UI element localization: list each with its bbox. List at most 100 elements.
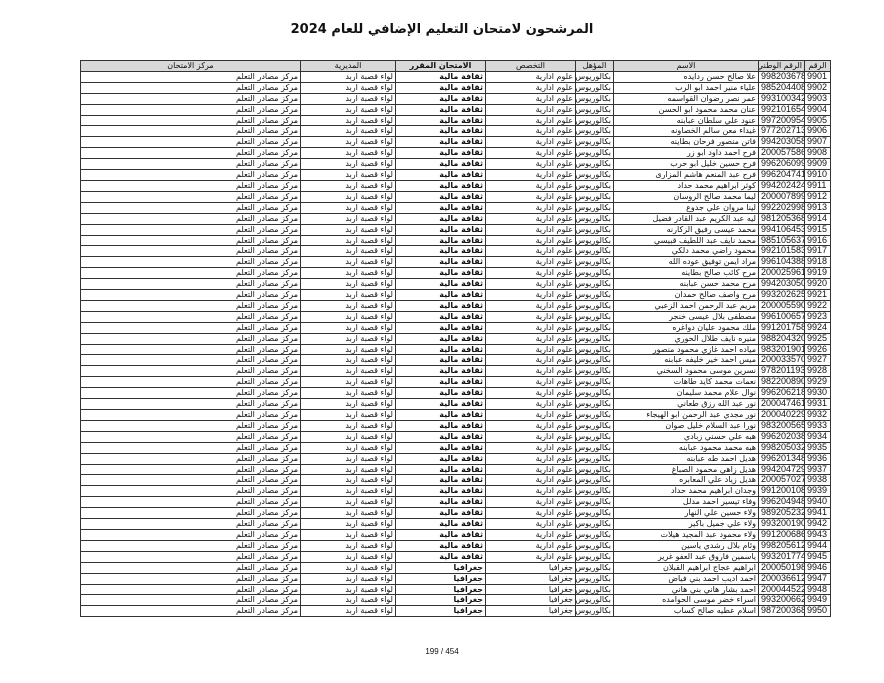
cell-num: 9932 — [804, 409, 831, 421]
cell-specialization: علوم ادارية — [485, 256, 576, 269]
cell-exam: ثقافة مالية — [395, 169, 486, 181]
cell-directorate: لواء قصبة اربد — [300, 528, 396, 541]
cell-national-id: 9832019017 — [758, 343, 805, 356]
header-center: مركز الامتحان — [80, 60, 301, 72]
cell-exam: ثقافة مالية — [395, 409, 486, 421]
cell-name: مياده احمد غازي محمود منصور — [613, 343, 759, 356]
cell-national-id: 9822008908 — [758, 376, 805, 389]
cell-exam: ثقافة مالية — [395, 332, 486, 345]
cell-specialization: علوم ادارية — [485, 550, 576, 563]
header-num: الرقم — [804, 60, 831, 72]
cell-name: اسراء خضر موسى الحوامده — [613, 594, 759, 607]
cell-national-id: 9942030505 — [758, 278, 805, 291]
cell-national-id: 9941064538 — [758, 223, 805, 236]
cell-specialization: علوم ادارية — [485, 190, 576, 203]
cell-national-id: 9982050328 — [758, 441, 805, 454]
cell-exam: ثقافة مالية — [395, 310, 486, 323]
cell-qualification: بكالوريوس — [575, 147, 614, 160]
cell-center: مركز مصادر التعلم — [80, 267, 301, 280]
cell-num: 9915 — [804, 223, 831, 236]
cell-center: مركز مصادر التعلم — [80, 310, 301, 323]
table-row: 99299822008908نعمات محمد كايد طاهاتبكالو… — [80, 376, 831, 389]
cell-directorate: لواء قصبة اربد — [300, 212, 396, 225]
cell-directorate: لواء قصبة اربد — [300, 158, 396, 171]
cell-qualification: بكالوريوس — [575, 136, 614, 149]
cell-name: عنان محمد محمود ابو الحسن — [613, 103, 759, 116]
table-row: 99459932017746ياسمين فاروق عبد العفو غري… — [80, 550, 831, 563]
cell-specialization: جغرافيا — [485, 594, 576, 607]
cell-qualification: بكالوريوس — [575, 518, 614, 530]
cell-national-id: 9962062182 — [758, 387, 805, 400]
cell-name: فرح احمد داود ابو زر — [613, 147, 759, 160]
cell-qualification: بكالوريوس — [575, 387, 614, 400]
table-row: 99322000402293نور مجدي عبد الرحمن ابو ال… — [80, 409, 831, 421]
cell-exam: ثقافة مالية — [395, 550, 486, 563]
cell-num: 9943 — [804, 528, 831, 541]
table-row: 99179921015830محمود راضي محمد دلكيبكالور… — [80, 245, 831, 258]
cell-exam: ثقافة مالية — [395, 245, 486, 258]
table-row: 99382000570273هديل زياد علي المعابرهبكال… — [80, 474, 831, 487]
cell-name: لينا مروان علي جدوع — [613, 201, 759, 214]
table-row: 99259882043200منيره نايف طلال الحوريبكال… — [80, 332, 831, 345]
cell-national-id: 2000366121 — [758, 572, 805, 585]
cell-center: مركز مصادر التعلم — [80, 605, 301, 618]
cell-center: مركز مصادر التعلم — [80, 70, 301, 83]
header-qualification: المؤهل — [575, 60, 614, 72]
cell-center: مركز مصادر التعلم — [80, 441, 301, 454]
cell-directorate: لواء قصبة اربد — [300, 201, 396, 214]
cell-national-id: 9982056128 — [758, 539, 805, 552]
cell-qualification: بكالوريوس — [575, 103, 614, 116]
cell-center: مركز مصادر التعلم — [80, 496, 301, 509]
table-row: 99409962049482وفاء تيسير احمد مدللبكالور… — [80, 496, 831, 509]
cell-exam: ثقافة مالية — [395, 103, 486, 116]
table-row: 99222000055903مريم عبد الرحمن احمد الزعب… — [80, 299, 831, 312]
cell-exam: ثقافة مالية — [395, 452, 486, 465]
cell-national-id: 9921016548 — [758, 103, 805, 116]
cell-name: علياء منير احمد ابو الرب — [613, 81, 759, 94]
cell-center: مركز مصادر التعلم — [80, 550, 301, 563]
cell-directorate: لواء قصبة اربد — [300, 474, 396, 487]
cell-num: 9917 — [804, 245, 831, 258]
cell-specialization: علوم ادارية — [485, 81, 576, 94]
cell-qualification: بكالوريوس — [575, 158, 614, 171]
cell-name: عنود علي سلطان عبابنه — [613, 114, 759, 127]
cell-qualification: بكالوريوس — [575, 289, 614, 301]
cell-center: مركز مصادر التعلم — [80, 169, 301, 181]
cell-exam: ثقافة مالية — [395, 212, 486, 225]
cell-qualification: بكالوريوس — [575, 409, 614, 421]
table-row: 99192000259612مرح كائب صالح بطاينهبكالور… — [80, 267, 831, 280]
table-row: 99289782011937نسرين موسى محمود السخنيبكا… — [80, 365, 831, 378]
cell-specialization: علوم ادارية — [485, 92, 576, 105]
table-row: 99272000335703ميس احمد خير خليفه عبابنهب… — [80, 354, 831, 367]
cell-num: 9906 — [804, 125, 831, 138]
table-row: 99399912001081وجدان ابراهيم محمد حدادبكا… — [80, 485, 831, 498]
cell-specialization: علوم ادارية — [485, 201, 576, 214]
cell-national-id: 9932006624 — [758, 594, 805, 607]
cell-num: 9939 — [804, 485, 831, 498]
cell-specialization: علوم ادارية — [485, 70, 576, 83]
cell-name: ميس احمد خير خليفه عبابنه — [613, 354, 759, 367]
cell-qualification: بكالوريوس — [575, 92, 614, 105]
cell-num: 9945 — [804, 550, 831, 563]
cell-national-id: 9961006572 — [758, 310, 805, 323]
cell-name: نور عبد الله رزق طعاني — [613, 398, 759, 410]
cell-center: مركز مصادر التعلم — [80, 212, 301, 225]
table-row: 99119942024245كوثر ابراهيم محمد حدادبكال… — [80, 179, 831, 192]
cell-specialization: علوم ادارية — [485, 419, 576, 432]
cell-qualification: بكالوريوس — [575, 561, 614, 574]
cell-qualification: بكالوريوس — [575, 572, 614, 585]
cell-qualification: بكالوريوس — [575, 550, 614, 563]
cell-national-id: 2000474616 — [758, 398, 805, 410]
cell-specialization: علوم ادارية — [485, 441, 576, 454]
cell-name: نوال علام محمد سليمان — [613, 387, 759, 400]
cell-center: مركز مصادر التعلم — [80, 354, 301, 367]
cell-directorate: لواء قصبة اربد — [300, 125, 396, 138]
cell-name: ولاء علي جميل باكير — [613, 518, 759, 530]
cell-center: مركز مصادر التعلم — [80, 234, 301, 247]
cell-specialization: جغرافيا — [485, 572, 576, 585]
cell-national-id: 9812053687 — [758, 212, 805, 225]
cell-qualification: بكالوريوس — [575, 398, 614, 410]
cell-specialization: علوم ادارية — [485, 474, 576, 487]
table-row: 99339832005650نورا عبد السلام خليل صوانب… — [80, 419, 831, 432]
cell-national-id: 9962060995 — [758, 158, 805, 171]
